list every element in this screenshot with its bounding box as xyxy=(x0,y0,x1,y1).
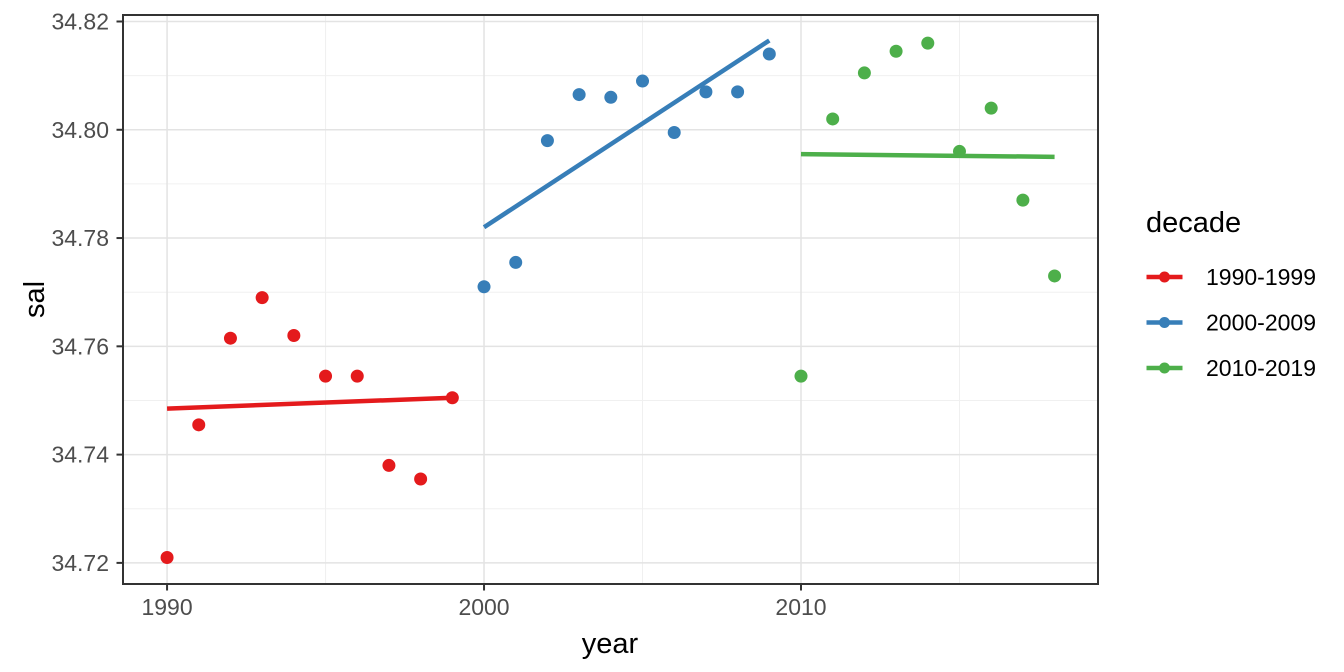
grid-major xyxy=(123,15,1098,584)
data-point xyxy=(382,458,396,472)
data-point xyxy=(160,550,174,564)
data-point xyxy=(414,472,428,486)
x-axis-title: year xyxy=(582,628,639,660)
legend-entry: 2000-2009 xyxy=(1146,310,1316,336)
legend-key-dot xyxy=(1159,317,1170,328)
data-point xyxy=(794,369,808,383)
x-tick-label: 1990 xyxy=(141,594,192,620)
data-point xyxy=(731,85,745,99)
panel-border xyxy=(122,14,1099,585)
legend-entry-label: 2010-2019 xyxy=(1206,355,1316,381)
grid-minor xyxy=(123,15,1098,584)
x-tick-label: 2000 xyxy=(458,594,509,620)
data-point xyxy=(509,255,523,269)
y-axis-title: sal xyxy=(19,281,51,318)
data-point xyxy=(636,74,650,88)
data-point xyxy=(857,66,871,80)
data-point xyxy=(1016,193,1030,207)
y-tick-label: 34.78 xyxy=(51,225,109,251)
data-point xyxy=(572,88,586,102)
data-point xyxy=(952,144,966,158)
y-axis: 34.72 34.74 34.76 34.78 34.80 34.82 xyxy=(51,9,123,576)
data-point xyxy=(350,369,364,383)
trend-line xyxy=(800,151,1055,160)
data-point xyxy=(445,391,459,405)
data-point xyxy=(287,329,301,343)
legend-entries: 1990-1999 2000-2009 2010-2019 xyxy=(1146,264,1316,381)
data-point xyxy=(667,125,681,139)
data-point xyxy=(762,47,776,61)
trend-lines xyxy=(166,38,1055,411)
trend-line xyxy=(482,38,771,230)
legend-entry-label: 1990-1999 xyxy=(1206,264,1316,290)
data-point xyxy=(319,369,333,383)
data-point xyxy=(540,134,554,148)
y-tick-label: 34.76 xyxy=(51,333,109,359)
data-point xyxy=(984,101,998,115)
data-point xyxy=(826,112,840,126)
y-tick-label: 34.80 xyxy=(51,117,109,143)
legend-entry: 2010-2019 xyxy=(1146,355,1316,381)
data-point xyxy=(223,331,237,345)
x-axis: 1990 2000 2010 xyxy=(141,584,827,620)
data-point xyxy=(604,90,618,104)
trend-line xyxy=(166,395,453,411)
legend-entry-label: 2000-2009 xyxy=(1206,310,1316,336)
legend-key-dot xyxy=(1159,362,1170,374)
legend-title: decade xyxy=(1146,207,1241,239)
legend-key-dot xyxy=(1159,271,1170,283)
data-point xyxy=(699,85,713,99)
x-tick-label: 2010 xyxy=(775,594,826,620)
y-tick-label: 34.74 xyxy=(51,442,109,468)
data-point xyxy=(255,291,269,305)
data-point xyxy=(477,280,491,294)
y-tick-label: 34.72 xyxy=(51,550,109,576)
legend: decade 1990-1999 2000-2009 2010-2019 xyxy=(1146,207,1316,381)
data-point xyxy=(1048,269,1062,283)
data-point xyxy=(921,36,935,50)
y-tick-label: 34.82 xyxy=(51,9,109,35)
data-point xyxy=(889,44,903,58)
data-points xyxy=(160,36,1062,564)
legend-entry: 1990-1999 xyxy=(1146,264,1316,290)
data-point xyxy=(192,418,206,432)
